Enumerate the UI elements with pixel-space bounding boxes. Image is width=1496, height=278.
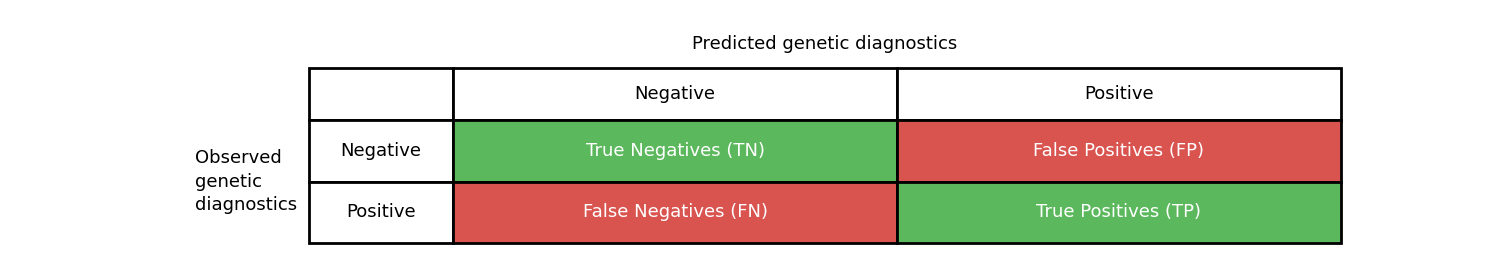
Bar: [308, 182, 453, 243]
Text: Negative: Negative: [341, 142, 422, 160]
Text: False Negatives (FN): False Negatives (FN): [582, 203, 767, 221]
Bar: [898, 68, 1340, 120]
Bar: [308, 68, 453, 120]
Bar: [453, 182, 898, 243]
Text: False Positives (FP): False Positives (FP): [1034, 142, 1204, 160]
Text: Observed
genetic
diagnostics: Observed genetic diagnostics: [194, 149, 298, 214]
Bar: [898, 120, 1340, 182]
Text: Predicted genetic diagnostics: Predicted genetic diagnostics: [693, 35, 957, 53]
Text: Positive: Positive: [346, 203, 416, 221]
Bar: [453, 120, 898, 182]
Bar: [898, 182, 1340, 243]
Text: True Negatives (TN): True Negatives (TN): [585, 142, 764, 160]
Text: True Positives (TP): True Positives (TP): [1037, 203, 1201, 221]
Text: Negative: Negative: [634, 85, 715, 103]
Bar: [453, 68, 898, 120]
Text: Positive: Positive: [1085, 85, 1153, 103]
Bar: [308, 120, 453, 182]
